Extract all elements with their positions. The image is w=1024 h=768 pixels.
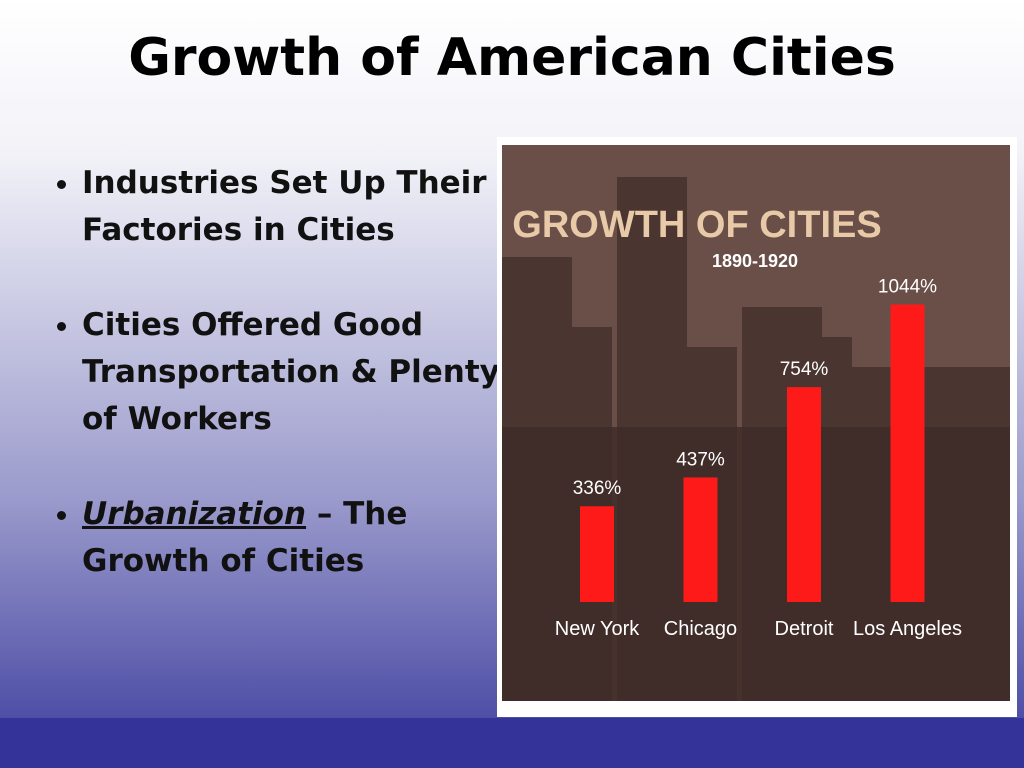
bar bbox=[787, 387, 821, 602]
category-label: Detroit bbox=[775, 618, 834, 640]
bar bbox=[890, 304, 925, 602]
bullet-text: – The Growth of Cities bbox=[82, 496, 408, 579]
bullet: Industries Set Up Their Factories in Cit… bbox=[82, 160, 532, 254]
category-label: New York bbox=[555, 618, 640, 640]
value-label: 336% bbox=[573, 478, 622, 499]
chart-subtitle: 1890-1920 bbox=[712, 251, 798, 271]
slide-title: Growth of American Cities bbox=[128, 28, 896, 88]
bullet-term: Urbanization bbox=[82, 496, 307, 532]
value-label: 1044% bbox=[878, 276, 937, 297]
crowd bbox=[502, 427, 1010, 701]
bullet: Cities Offered Good Transportation & Ple… bbox=[82, 302, 532, 443]
footer-band bbox=[0, 718, 1024, 768]
category-label: Los Angeles bbox=[853, 618, 962, 640]
chart-title: GROWTH OF CITIES bbox=[512, 204, 881, 246]
value-label: 754% bbox=[780, 359, 829, 380]
bullet-text: Industries Set Up Their Factories in Cit… bbox=[82, 165, 487, 248]
bar bbox=[683, 477, 718, 602]
category-label: Chicago bbox=[664, 618, 737, 640]
bullet: Urbanization – The Growth of Cities bbox=[82, 491, 532, 585]
chart-image: GROWTH OF CITIES 1890-1920 336% New York 437… bbox=[497, 137, 1017, 717]
bullet-text: Cities Offered Good Transportation & Ple… bbox=[82, 307, 500, 437]
bar bbox=[580, 506, 614, 602]
bullet-list: Industries Set Up Their Factories in Cit… bbox=[40, 160, 532, 633]
value-label: 437% bbox=[676, 449, 725, 470]
